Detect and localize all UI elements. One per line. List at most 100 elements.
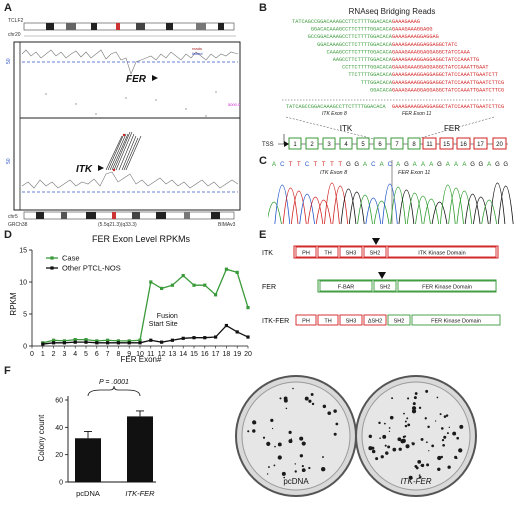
read-green: GCCGGACAAAGCCTTCTTTTGGACACA [308, 34, 393, 40]
data-point [127, 339, 131, 343]
colony-dot [270, 418, 274, 423]
dish-label-pcdna: pcDNA [283, 477, 309, 486]
x-tick-label: 15 [190, 351, 198, 358]
data-point [95, 341, 99, 345]
read-red: GAAAGAAAGGAGGAGGCTATCCAAATTGAATCTTCG [392, 80, 504, 86]
domain-box [317, 246, 339, 258]
colony-category-label: ITK-FER [125, 489, 155, 498]
colony-dot [308, 399, 312, 403]
colony-dot [281, 471, 286, 476]
colony-dot [414, 465, 418, 468]
colony-dot [252, 429, 256, 433]
colony-dot [304, 396, 309, 401]
colony-dot [405, 444, 410, 449]
read-red: GAAAGAAAGGAGG [392, 27, 432, 33]
colony-category-label: pcDNA [76, 489, 100, 498]
base-call: C [280, 162, 285, 168]
itk-label: ITK [340, 124, 353, 133]
data-point [192, 336, 196, 340]
colony-dot [311, 402, 315, 406]
domain-label: FER Kinase Domain [431, 318, 481, 324]
base-call: A [380, 162, 384, 168]
colony-dot [320, 467, 326, 472]
domain-box [387, 314, 411, 326]
domain-label: TH [324, 318, 331, 324]
track-label-top: 50 [6, 58, 12, 64]
colony-dot [283, 476, 286, 479]
reads-list: TATCAGCCGGACAAAGCCTTCTTTTGGACACA GAAAGAAA… [292, 19, 504, 93]
base-call: T [289, 162, 293, 168]
base-call: G [346, 162, 351, 168]
domain-label: TH [324, 250, 331, 256]
chromatogram-peak [324, 182, 340, 225]
read-green: GGACAAAGCCTTCTTTTGGACACA [317, 42, 393, 48]
colony-dot [426, 463, 430, 467]
panel-d-rpkm-chart: FER Exon Level RPKMs RPKM FER Exon# 0510… [9, 234, 252, 364]
colony-dot [458, 448, 463, 453]
colony-dot [327, 411, 332, 415]
base-call: C [371, 162, 376, 168]
domain-box [339, 246, 363, 258]
base-call: C [388, 162, 393, 168]
read-green: GGACACA [370, 87, 393, 93]
colony-dot [283, 396, 288, 401]
tss-arrow-icon [284, 141, 289, 147]
colony-dot [440, 427, 444, 430]
colony-dot [375, 457, 379, 461]
data-point [224, 323, 228, 328]
colony-dot [252, 420, 257, 425]
legend-marker [50, 266, 54, 270]
exon-green-label: 3 [327, 142, 331, 148]
colony-dot [247, 430, 250, 433]
colony-dot [411, 406, 417, 411]
fusion-links [105, 131, 142, 171]
colony-dot [384, 444, 387, 447]
domain-box [339, 314, 363, 326]
exon-green [322, 137, 336, 150]
f-y-tick-label: 40 [55, 425, 63, 432]
read-red: GAAAGAAAGGAGGAGGCTATCCAAATTGAATCTT [392, 72, 498, 78]
colony-dot [322, 456, 324, 458]
colony-dot [448, 426, 450, 428]
x-tick-label: 0 [30, 351, 34, 358]
data-point [73, 338, 77, 342]
chart-ylabel: RPKM [9, 292, 18, 315]
colony-dot [274, 445, 276, 448]
exon-green [305, 137, 319, 150]
chromatogram-peak [489, 182, 506, 225]
read-green: CCTTCTTTTGGACACA [342, 65, 393, 71]
data-point [84, 338, 88, 342]
chromatogram-peak [290, 190, 307, 225]
f-y-tick-label: 20 [55, 452, 63, 459]
colony-dot [299, 436, 304, 441]
x-tick-label: 17 [212, 351, 220, 358]
data-point [235, 330, 239, 334]
colony-dot [441, 438, 445, 442]
x-tick-label: 14 [179, 351, 187, 358]
y-tick-label: 10 [19, 280, 27, 287]
exon-red-label: 11 [426, 142, 433, 148]
colony-dot [417, 460, 422, 464]
exon-green [407, 137, 421, 150]
base-call: T [314, 162, 318, 168]
chromatogram-peak [307, 196, 324, 225]
domain-row-label: ITK [262, 250, 273, 257]
colony-dot [407, 423, 411, 427]
footer-left: GRCh38 [8, 222, 28, 228]
data-point [214, 293, 218, 297]
data-point [160, 286, 164, 290]
data-point [149, 338, 153, 342]
c-fer-label: FER Exon 11 [398, 170, 430, 176]
colony-dot [322, 404, 327, 409]
exon-red-label: 20 [496, 142, 503, 148]
c-itk-label: ITK Exon 8 [320, 170, 348, 176]
colony-dot [302, 470, 305, 473]
base-call: A [429, 162, 433, 168]
colony-bar [75, 438, 101, 482]
colony-dot [279, 397, 282, 400]
colony-dot [425, 389, 429, 393]
x-tick-label: 18 [223, 351, 231, 358]
data-point [149, 280, 153, 284]
panel-e-domain-diagram: ITK PH TH SH3 SH2 ITK Kinase Domain FER F-BAR SH… [262, 238, 501, 326]
